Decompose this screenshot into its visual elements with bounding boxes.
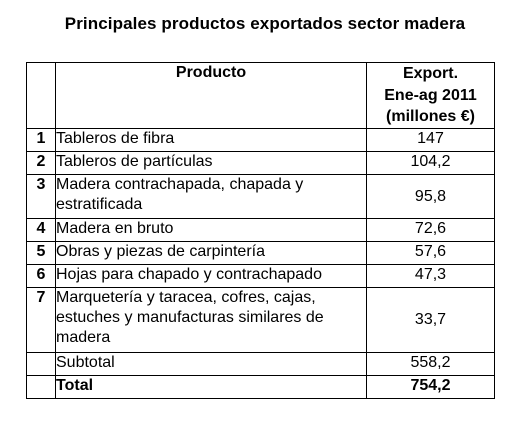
row-product: Hojas para chapado y contrachapado (55, 264, 367, 288)
row-value: 57,6 (366, 241, 495, 265)
subtotal-value: 558,2 (366, 352, 495, 376)
subtotal-label: Subtotal (55, 352, 367, 376)
row-product: Marquetería y taracea, cofres, cajas, es… (55, 287, 367, 353)
row-value: 95,8 (366, 174, 495, 219)
row-number: 4 (26, 218, 56, 242)
header-export-line2: Ene-ag 2011 (384, 86, 477, 104)
exports-table: Producto Export. Ene-ag 2011 (millones €… (26, 62, 495, 399)
row-number: 2 (26, 151, 56, 175)
row-value: 72,6 (366, 218, 495, 242)
table-row: 3 Madera contrachapada, chapada y estrat… (26, 174, 495, 219)
row-product: Tableros de partículas (55, 151, 367, 175)
row-value: 33,7 (366, 287, 495, 353)
row-value: 47,3 (366, 264, 495, 288)
table-row: 7 Marquetería y taracea, cofres, cajas, … (26, 287, 495, 353)
table-row: 6 Hojas para chapado y contrachapado 47,… (26, 264, 495, 288)
total-number-cell (26, 375, 56, 399)
row-value: 147 (366, 128, 495, 152)
total-value: 754,2 (366, 375, 495, 399)
row-number: 7 (26, 287, 56, 353)
row-number: 3 (26, 174, 56, 219)
page-title: Principales productos exportados sector … (64, 14, 466, 33)
row-number: 6 (26, 264, 56, 288)
total-label: Total (55, 375, 367, 399)
header-product: Producto (55, 62, 367, 129)
table-row: 1 Tableros de fibra 147 (26, 128, 495, 152)
table-row: 4 Madera en bruto 72,6 (26, 218, 495, 242)
header-number-cell (26, 62, 56, 129)
row-product: Madera en bruto (55, 218, 367, 242)
row-product: Madera contrachapada, chapada y estratif… (55, 174, 367, 219)
row-product: Tableros de fibra (55, 128, 367, 152)
header-export-line3: (millones €) (386, 108, 475, 125)
subtotal-number-cell (26, 352, 56, 376)
header-export-line1: Export. (402, 65, 459, 82)
table-header-row: Producto Export. Ene-ag 2011 (millones €… (26, 62, 495, 129)
row-product: Obras y piezas de carpintería (55, 241, 367, 265)
row-number: 1 (26, 128, 56, 152)
header-export-value: Export. Ene-ag 2011 (millones €) (366, 62, 495, 129)
table-row: 2 Tableros de partículas 104,2 (26, 151, 495, 175)
row-value: 104,2 (366, 151, 495, 175)
row-number: 5 (26, 241, 56, 265)
total-row: Total 754,2 (26, 375, 495, 399)
table-row: 5 Obras y piezas de carpintería 57,6 (26, 241, 495, 265)
subtotal-row: Subtotal 558,2 (26, 352, 495, 376)
